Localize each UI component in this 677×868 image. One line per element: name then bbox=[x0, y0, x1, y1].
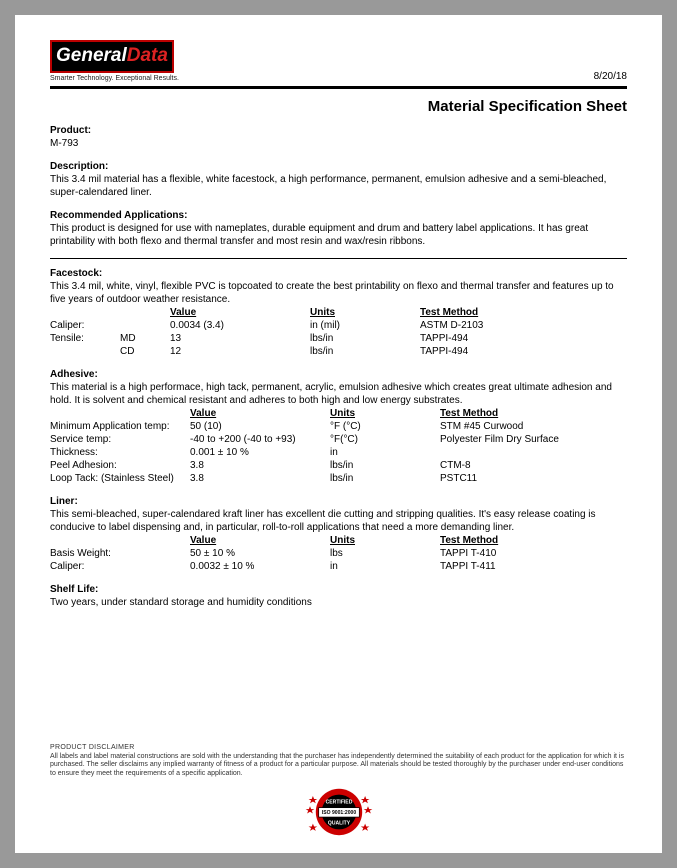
liner-section: Liner: This semi-bleached, super-calenda… bbox=[50, 495, 627, 573]
table-row: Service temp:-40 to +200 (-40 to +93)°F(… bbox=[50, 433, 627, 446]
adhesive-section: Adhesive: This material is a high perfor… bbox=[50, 368, 627, 485]
description-label: Description: bbox=[50, 160, 627, 173]
table-row: CD12lbs/inTAPPI-494 bbox=[50, 345, 627, 358]
divider bbox=[50, 258, 627, 259]
table-row: Caliper:0.0034 (3.4)in (mil)ASTM D-2103 bbox=[50, 319, 627, 332]
liner-text: This semi-bleached, super-calendared kra… bbox=[50, 508, 627, 534]
table-row: Minimum Application temp:50 (10)°F (°C)S… bbox=[50, 420, 627, 433]
recommended-section: Recommended Applications: This product i… bbox=[50, 209, 627, 248]
product-section: Product: M-793 bbox=[50, 124, 627, 150]
svg-text:CERTIFIED: CERTIFIED bbox=[325, 799, 352, 805]
table-row: Peel Adhesion:3.8lbs/inCTM-8 bbox=[50, 459, 627, 472]
product-value: M-793 bbox=[50, 137, 627, 150]
table-row: Thickness:0.001 ± 10 %in bbox=[50, 446, 627, 459]
table-row: Basis Weight:50 ± 10 %lbsTAPPI T-410 bbox=[50, 547, 627, 560]
table-row: Caliper:0.0032 ± 10 %inTAPPI T-411 bbox=[50, 560, 627, 573]
liner-label: Liner: bbox=[50, 495, 627, 508]
adhesive-text: This material is a high performace, high… bbox=[50, 381, 627, 407]
disclaimer: PRODUCT DISCLAIMER All labels and label … bbox=[50, 744, 627, 778]
description-section: Description: This 3.4 mil material has a… bbox=[50, 160, 627, 199]
shelf-label: Shelf Life: bbox=[50, 583, 627, 596]
svg-text:ISO 9001:2000: ISO 9001:2000 bbox=[321, 810, 356, 816]
svg-text:QUALITY: QUALITY bbox=[327, 820, 350, 826]
recommended-label: Recommended Applications: bbox=[50, 209, 627, 222]
recommended-text: This product is designed for use with na… bbox=[50, 222, 627, 248]
facestock-section: Facestock: This 3.4 mil, white, vinyl, f… bbox=[50, 267, 627, 358]
description-text: This 3.4 mil material has a flexible, wh… bbox=[50, 173, 627, 199]
facestock-table: ValueUnitsTest Method Caliper:0.0034 (3.… bbox=[50, 306, 627, 358]
disclaimer-text: All labels and label material constructi… bbox=[50, 753, 627, 778]
header-row: GeneralData Smarter Technology. Exceptio… bbox=[50, 40, 627, 89]
adhesive-label: Adhesive: bbox=[50, 368, 627, 381]
shelf-text: Two years, under standard storage and hu… bbox=[50, 596, 627, 609]
logo-accent: Data bbox=[127, 45, 168, 66]
facestock-text: This 3.4 mil, white, vinyl, flexible PVC… bbox=[50, 280, 627, 306]
table-row: Loop Tack: (Stainless Steel)3.8lbs/inPST… bbox=[50, 472, 627, 485]
table-row: Tensile:MD13lbs/inTAPPI-494 bbox=[50, 332, 627, 345]
logo: GeneralData bbox=[50, 40, 174, 73]
liner-table: ValueUnitsTest Method Basis Weight:50 ± … bbox=[50, 534, 627, 573]
page-title: Material Specification Sheet bbox=[50, 97, 627, 117]
tagline: Smarter Technology. Exceptional Results. bbox=[50, 74, 179, 83]
disclaimer-heading: PRODUCT DISCLAIMER bbox=[50, 744, 627, 752]
date: 8/20/18 bbox=[594, 70, 627, 83]
document-page: GeneralData Smarter Technology. Exceptio… bbox=[15, 15, 662, 853]
product-label: Product: bbox=[50, 124, 627, 137]
facestock-label: Facestock: bbox=[50, 267, 627, 280]
shelf-section: Shelf Life: Two years, under standard st… bbox=[50, 583, 627, 609]
logo-block: GeneralData Smarter Technology. Exceptio… bbox=[50, 40, 179, 83]
iso-badge: CERTIFIED ISO 9001:2000 QUALITY bbox=[301, 783, 376, 841]
adhesive-table: ValueUnitsTest Method Minimum Applicatio… bbox=[50, 407, 627, 485]
logo-main: General bbox=[56, 45, 127, 66]
